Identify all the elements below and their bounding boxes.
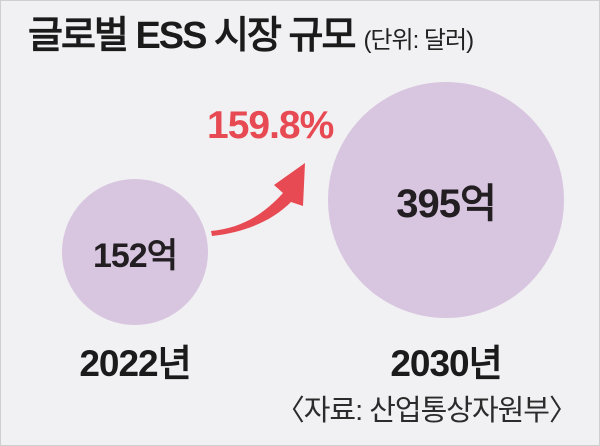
page-title: 글로벌 ESS 시장 규모 <box>28 15 356 57</box>
growth-arrow-icon <box>211 163 305 236</box>
year-label-2030: 2030년 <box>390 343 502 384</box>
bubble-2030-value: 395억 <box>396 182 497 226</box>
bubble-2022-value: 152억 <box>92 236 178 275</box>
bubble-2022: 152억 <box>62 179 208 325</box>
bubble-2030: 395억 <box>328 82 564 318</box>
title-row: 글로벌 ESS 시장 규모 (단위: 달러) <box>28 15 474 59</box>
growth-percentage-label: 159.8% <box>207 104 334 147</box>
unit-note: (단위: 달러) <box>363 27 474 54</box>
source-note: 〈자료: 산업통상자원부〉 <box>275 395 578 427</box>
year-label-2022: 2022년 <box>79 343 191 384</box>
